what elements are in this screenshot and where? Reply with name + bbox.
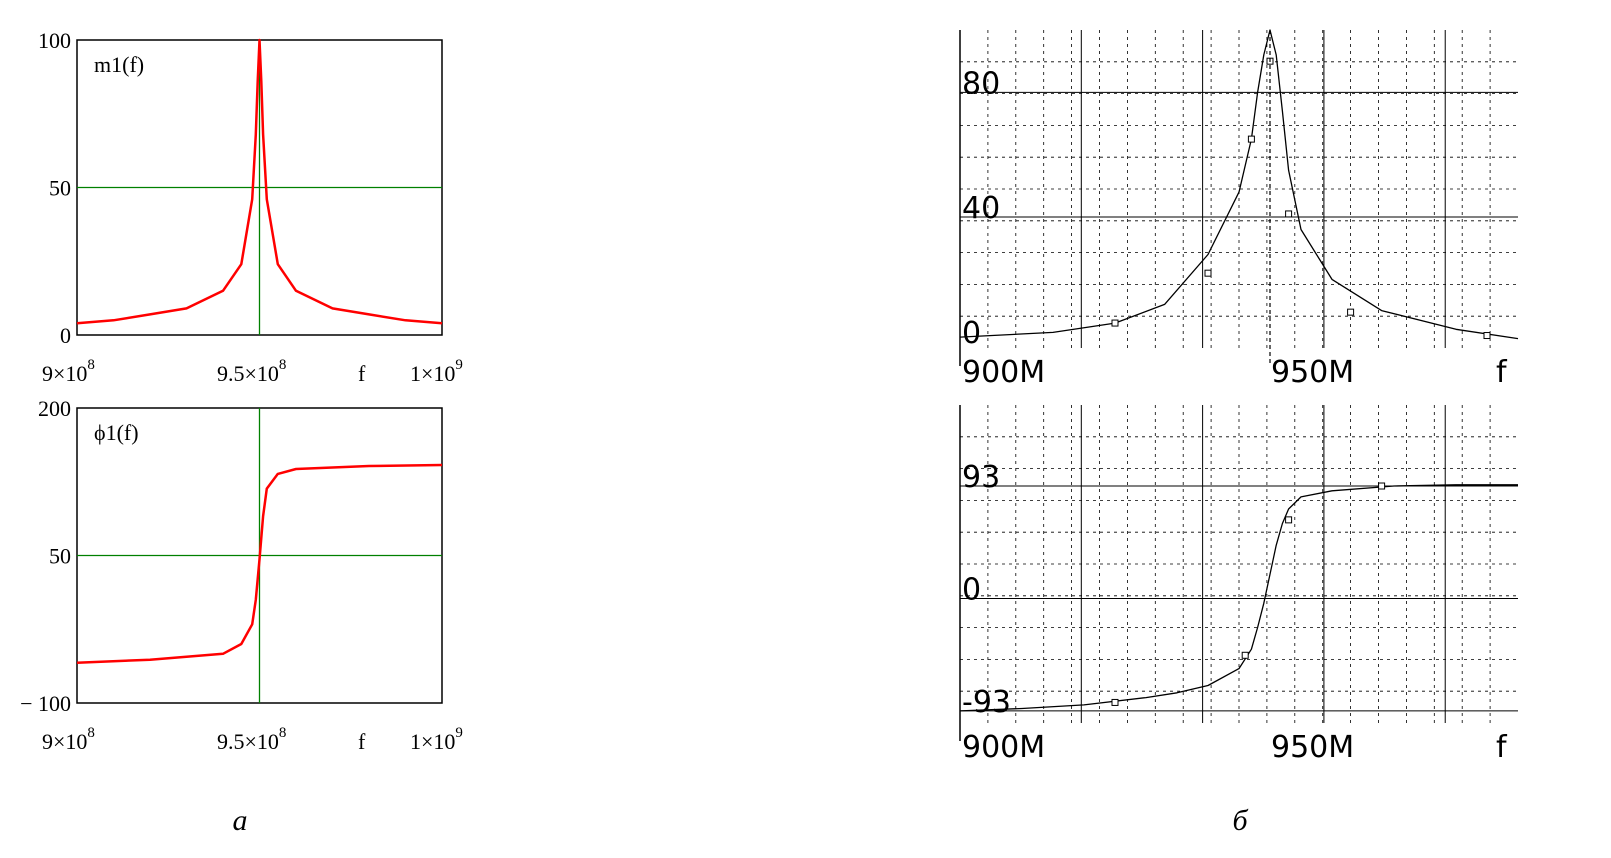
y-tick-label: 40 [962,191,1000,226]
data-point-marker [1241,651,1249,659]
chart-б-bottom: -93 0 93 900M 950M f [959,405,1518,765]
data-point-marker [1378,482,1386,490]
x-tick-label: 9×108 [42,357,95,386]
x-axis-label: f [1496,730,1508,765]
caption-right: б [1232,804,1248,837]
chart-a-top: m1(f) 0 50 100 9×108 9.5×108 1×109 f [38,28,463,386]
y-tick-label: − 100 [20,691,71,716]
y-tick-label: 93 [962,460,1000,495]
chart-a-bottom: ϕ1(f) − 100 50 200 9×108 9.5×108 1×109 f [20,396,463,754]
data-point-marker [1347,308,1355,316]
series-line [959,29,1519,340]
y-tick-label: 0 [962,316,981,351]
x-tick-label: 950M [1271,355,1354,390]
y-tick-label: 0 [60,323,71,348]
x-tick-label: 9.5×108 [217,725,286,754]
x-axis-label: f [358,361,366,386]
x-tick-label: 9.5×108 [217,357,286,386]
x-tick-label: 1×109 [410,725,463,754]
trace-label: ϕ1(f) [94,420,139,445]
data-point-marker [1285,516,1293,524]
y-tick-label: 200 [38,396,71,421]
data-point-marker [1285,210,1293,218]
data-point-marker [1247,135,1255,143]
x-axis-label: f [358,729,366,754]
trace-label: m1(f) [94,52,144,77]
series-line [76,463,443,664]
x-axis-label: f [1496,355,1508,390]
data-point-marker [1204,269,1212,277]
y-tick-label: 80 [962,66,1000,101]
x-tick-label: 900M [962,355,1045,390]
caption-left: a [233,804,248,837]
series-line [76,38,443,325]
x-tick-label: 950M [1271,730,1354,765]
x-tick-label: 9×108 [42,725,95,754]
y-tick-label: 50 [49,176,71,201]
x-tick-label: 1×109 [410,357,463,386]
y-tick-label: -93 [962,685,1011,720]
data-point-marker [1111,319,1119,327]
x-tick-label: 900M [962,730,1045,765]
chart-б-top: 0 40 80 900M 950M f [959,29,1519,390]
y-tick-label: 100 [38,28,71,53]
y-tick-label: 50 [49,544,71,569]
y-tick-label: 0 [962,572,981,607]
data-point-marker [1111,698,1119,706]
series-line [959,484,1518,712]
data-point-marker [1483,332,1491,340]
